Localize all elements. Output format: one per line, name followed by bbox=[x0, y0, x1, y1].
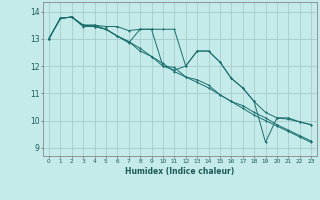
X-axis label: Humidex (Indice chaleur): Humidex (Indice chaleur) bbox=[125, 167, 235, 176]
